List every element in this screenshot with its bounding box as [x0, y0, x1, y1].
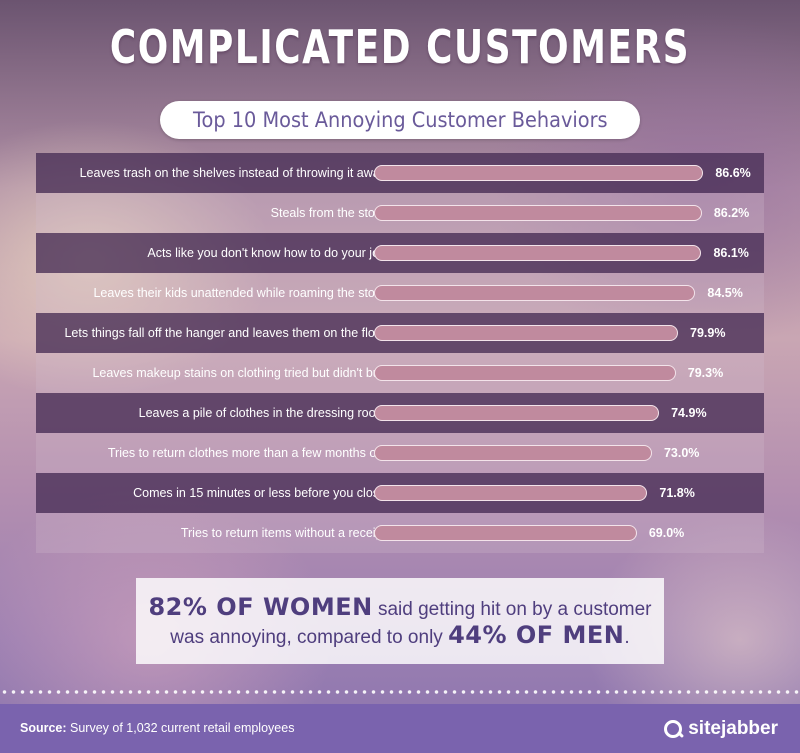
- value-label: 84.5%: [707, 286, 743, 300]
- bar: [374, 245, 702, 261]
- chart-row: Tries to return items without a receipt 6…: [36, 513, 764, 553]
- callout-line-2: was annoying, compared to only 44% OF ME…: [170, 621, 629, 649]
- value-label: 71.8%: [659, 486, 695, 500]
- callout-men-stat: 44% OF MEN: [448, 621, 625, 649]
- value-label: 86.6%: [715, 166, 751, 180]
- callout-line-1: 82% OF WOMEN said getting hit on by a cu…: [148, 593, 651, 621]
- value-label: 79.3%: [687, 366, 724, 380]
- callout-women-stat: 82% OF WOMEN: [148, 593, 373, 621]
- value-label: 74.9%: [671, 406, 707, 420]
- dotted-divider: [0, 690, 800, 694]
- callout-text-1: said getting hit on by a customer: [372, 599, 652, 620]
- bar: [374, 205, 702, 221]
- category-label: Tries to return items without a receipt: [180, 526, 386, 540]
- chart-row: Lets things fall off the hanger and leav…: [36, 313, 764, 353]
- category-label: Leaves makeup stains on clothing tried b…: [92, 366, 386, 380]
- category-label: Leaves trash on the shelves instead of t…: [79, 166, 386, 180]
- value-label: 86.2%: [713, 206, 750, 220]
- bar: [374, 165, 704, 181]
- chart-title: Top 10 Most Annoying Customer Behaviors: [192, 108, 608, 132]
- category-label: Acts like you don't know how to do your …: [147, 246, 386, 260]
- page-title: COMPLICATED CUSTOMERS: [109, 20, 691, 74]
- value-label: 69.0%: [648, 526, 685, 540]
- category-label: Leaves a pile of clothes in the dressing…: [138, 406, 386, 420]
- bar: [374, 365, 676, 381]
- value-label: 73.0%: [663, 446, 700, 460]
- bar: [374, 325, 679, 341]
- callout-box: 82% OF WOMEN said getting hit on by a cu…: [136, 578, 664, 664]
- value-label: 79.9%: [690, 326, 726, 340]
- source-text: Survey of 1,032 current retail employees: [66, 721, 295, 735]
- bar: [374, 445, 652, 461]
- brand-name: sitejabber: [688, 717, 778, 739]
- chart-row: Leaves their kids unattended while roami…: [36, 273, 764, 313]
- brand-logo[interactable]: sitejabber: [664, 704, 778, 753]
- source-note: Source: Survey of 1,032 current retail e…: [20, 704, 294, 753]
- chart-title-pill: Top 10 Most Annoying Customer Behaviors: [160, 101, 640, 139]
- chart-row: Comes in 15 minutes or less before you c…: [36, 473, 764, 513]
- category-label: Steals from the store: [270, 206, 386, 220]
- chart-row: Steals from the store 86.2%: [36, 193, 764, 233]
- bar: [374, 525, 637, 541]
- bar: [374, 285, 696, 301]
- callout-text-2: was annoying, compared to only: [170, 627, 449, 648]
- chart-row: Acts like you don't know how to do your …: [36, 233, 764, 273]
- bar: [374, 405, 660, 421]
- chart-row: Tries to return clothes more than a few …: [36, 433, 764, 473]
- callout-text-3: .: [624, 627, 630, 648]
- category-label: Comes in 15 minutes or less before you c…: [133, 486, 386, 500]
- chart-row: Leaves makeup stains on clothing tried b…: [36, 353, 764, 393]
- sitejabber-logo-icon: [664, 719, 683, 738]
- footer: Source: Survey of 1,032 current retail e…: [0, 704, 800, 753]
- category-label: Lets things fall off the hanger and leav…: [64, 326, 386, 340]
- source-label: Source:: [20, 721, 67, 735]
- category-label: Leaves their kids unattended while roami…: [93, 286, 386, 300]
- category-label: Tries to return clothes more than a few …: [107, 446, 386, 460]
- value-label: 86.1%: [713, 246, 749, 260]
- bar: [374, 485, 648, 501]
- chart-row: Leaves a pile of clothes in the dressing…: [36, 393, 764, 433]
- chart-row: Leaves trash on the shelves instead of t…: [36, 153, 764, 193]
- bar-chart: Leaves trash on the shelves instead of t…: [36, 153, 764, 553]
